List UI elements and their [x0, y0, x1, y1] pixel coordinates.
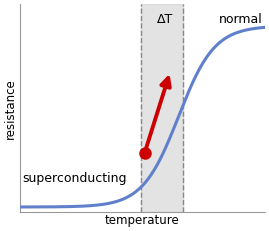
X-axis label: temperature: temperature: [105, 214, 180, 227]
Y-axis label: resistance: resistance: [4, 78, 17, 139]
Text: superconducting: superconducting: [22, 172, 127, 185]
Bar: [141, 4, 183, 213]
Text: ΔT: ΔT: [156, 13, 173, 26]
Text: normal: normal: [219, 13, 263, 26]
